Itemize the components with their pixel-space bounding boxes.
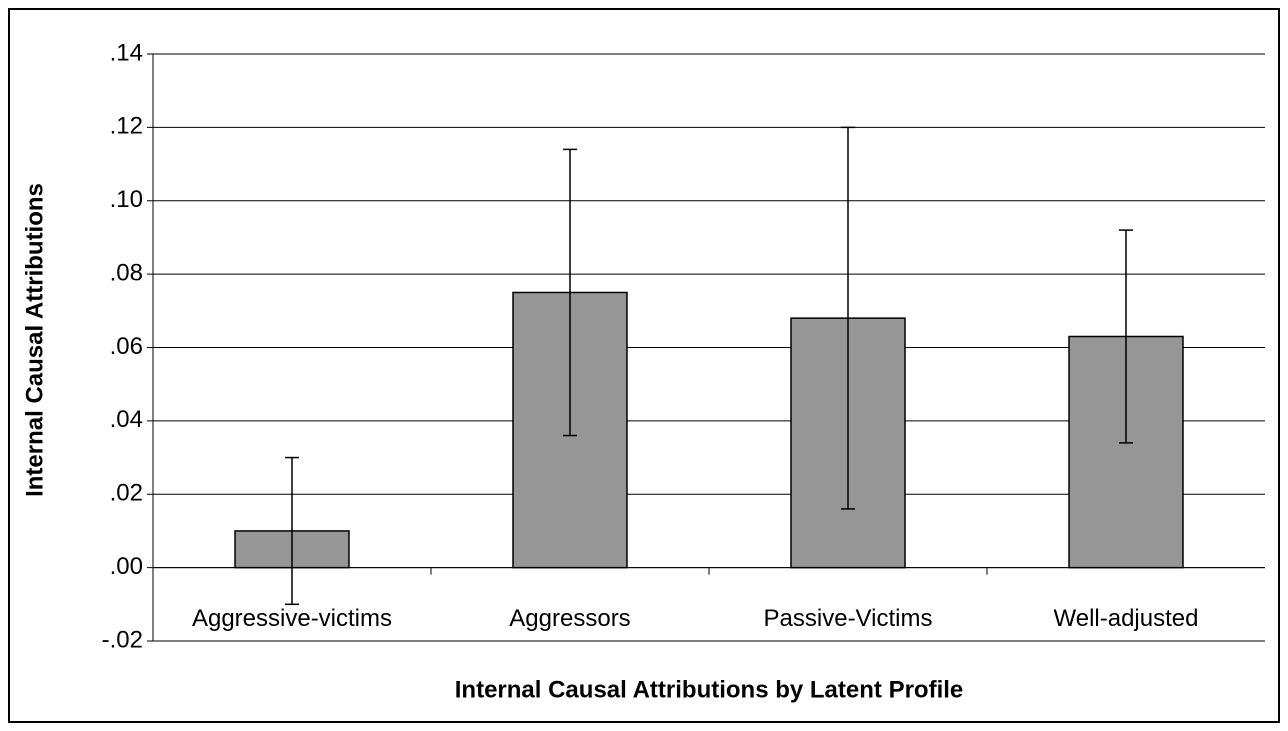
y-tick-label: .08 bbox=[110, 259, 143, 286]
y-tick-label: .04 bbox=[110, 406, 143, 433]
x-tick-label: Passive-Victims bbox=[764, 605, 933, 632]
y-tick-label: -.02 bbox=[102, 626, 143, 653]
error-bar bbox=[563, 148, 577, 437]
y-tick-label: .10 bbox=[110, 186, 143, 213]
y-tick-label: .00 bbox=[110, 553, 143, 580]
error-bar bbox=[1119, 229, 1133, 444]
x-tick-label: Aggressors bbox=[509, 605, 630, 632]
y-tick-label: .02 bbox=[110, 480, 143, 507]
x-tick-label: Aggressive-victims bbox=[192, 605, 392, 632]
error-bar bbox=[841, 126, 855, 510]
x-axis-title: Internal Causal Attributions by Latent P… bbox=[455, 676, 964, 703]
x-tick-label: Well-adjusted bbox=[1054, 605, 1199, 632]
y-tick-label: .12 bbox=[110, 113, 143, 140]
y-tick-label: .14 bbox=[110, 39, 143, 66]
y-axis-title: Internal Causal Attributions bbox=[21, 183, 48, 497]
y-tick-label: .06 bbox=[110, 333, 143, 360]
error-bar bbox=[285, 456, 299, 606]
